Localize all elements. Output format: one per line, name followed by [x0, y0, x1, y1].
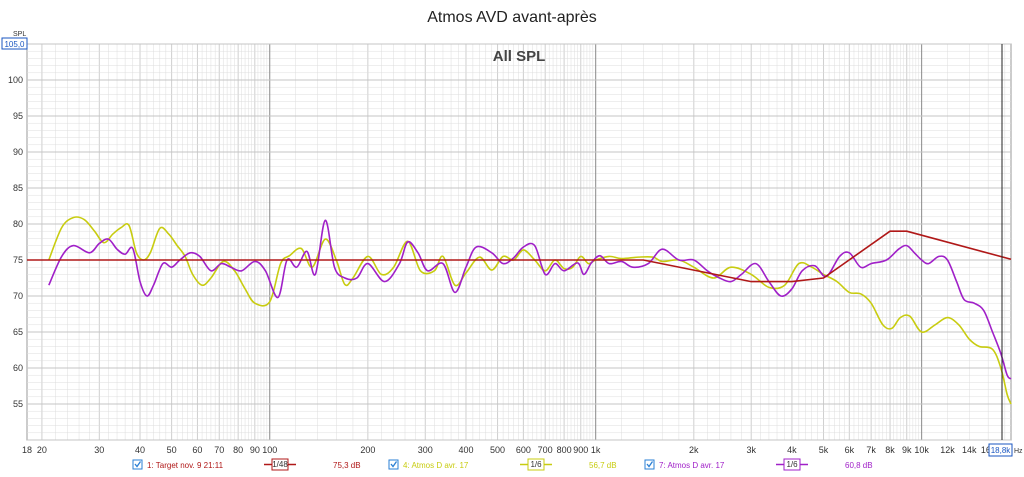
x-tick-label: 800 — [557, 445, 572, 455]
series-line-1[interactable] — [27, 230, 1012, 283]
chart-title: Atmos AVD avant-après — [427, 9, 597, 26]
x-tick-label: 5k — [819, 445, 829, 455]
x-tick-label: 8k — [885, 445, 895, 455]
legend: 1: Target nov. 9 21:11 1/48 75,3 dB 4: Atmo… — [132, 458, 873, 471]
y-tick-label: 100 — [8, 75, 23, 85]
legend-item[interactable]: 4: Atmos D avr. 17 1/6 56,7 dB — [388, 458, 617, 471]
legend-value: 75,3 dB — [333, 461, 361, 470]
smoothing-box[interactable] — [783, 458, 801, 471]
y-axis-label: SPL — [13, 31, 26, 38]
grid-minor — [27, 44, 1011, 440]
x-tick-label: 3k — [746, 445, 756, 455]
legend-checkbox[interactable] — [132, 459, 143, 470]
legend-label: 1: Target nov. 9 21:11 — [147, 461, 224, 470]
x-tick-label: 18 — [22, 445, 32, 455]
plot-label: All SPL — [493, 48, 546, 65]
smoothing-box[interactable] — [271, 458, 289, 471]
x-tick-label: 400 — [458, 445, 473, 455]
x-tick-label: 7k — [866, 445, 876, 455]
x-tick-label: 900 — [573, 445, 588, 455]
x-tick-label: 14k — [962, 445, 977, 455]
legend-label: 4: Atmos D avr. 17 — [403, 461, 469, 470]
plot-area[interactable] — [26, 43, 1012, 441]
x-tick-label: 200 — [360, 445, 375, 455]
x-axis-unit: Hz — [1014, 448, 1023, 455]
smoothing-label: 1/6 — [530, 460, 542, 469]
x-tick-label: 6k — [845, 445, 855, 455]
x-tick-label: 12k — [940, 445, 955, 455]
y-axis-ticks: 100 95 90 85 80 75 70 65 60 55 — [8, 75, 23, 409]
x-tick-label: 60 — [192, 445, 202, 455]
x-tick-label: 700 — [538, 445, 553, 455]
x-tick-label: 500 — [490, 445, 505, 455]
x-tick-label: 2k — [689, 445, 699, 455]
smoothing-box[interactable] — [527, 458, 545, 471]
legend-checkbox[interactable] — [644, 459, 655, 470]
legend-checkbox[interactable] — [388, 459, 399, 470]
x-tick-label: 90 — [250, 445, 260, 455]
x-tick-label: 300 — [418, 445, 433, 455]
x-readout: 18,8k — [991, 446, 1012, 455]
x-tick-label: 80 — [233, 445, 243, 455]
y-readout: 105,0 — [4, 40, 25, 49]
x-tick-label: 9k — [902, 445, 912, 455]
y-tick-label: 80 — [13, 219, 23, 229]
check-icon — [134, 461, 142, 468]
check-icon — [390, 461, 398, 468]
x-tick-label: 30 — [94, 445, 104, 455]
x-axis-ticks: 18 20 30 40 50 60 70 80 90 100 200 300 400 500 600 700 8… — [22, 445, 996, 455]
legend-value: 60,8 dB — [845, 461, 873, 470]
y-tick-label: 55 — [13, 399, 23, 409]
y-readout-box — [1, 37, 28, 50]
x-tick-label: 10k — [914, 445, 929, 455]
series-line-3[interactable] — [48, 219, 1012, 380]
y-tick-label: 85 — [13, 183, 23, 193]
x-readout-box — [988, 443, 1013, 457]
x-tick-label: 70 — [214, 445, 224, 455]
grid-major — [27, 43, 1011, 441]
x-tick-label: 16k — [981, 445, 996, 455]
y-tick-label: 75 — [13, 255, 23, 265]
x-tick-label: 1k — [591, 445, 601, 455]
smoothing-label: 1/48 — [272, 460, 288, 469]
y-tick-label: 70 — [13, 291, 23, 301]
legend-item[interactable]: 7: Atmos D avr. 17 1/6 60,8 dB — [644, 458, 873, 471]
x-tick-label: 600 — [516, 445, 531, 455]
x-tick-label: 20 — [37, 445, 47, 455]
x-tick-label: 4k — [787, 445, 797, 455]
y-tick-label: 90 — [13, 147, 23, 157]
series-line-2[interactable] — [48, 216, 1012, 405]
legend-label: 7: Atmos D avr. 17 — [659, 461, 725, 470]
smoothing-label: 1/6 — [786, 460, 798, 469]
series-layer — [27, 216, 1012, 405]
x-tick-label: 50 — [167, 445, 177, 455]
legend-item[interactable]: 1: Target nov. 9 21:11 1/48 75,3 dB — [132, 458, 361, 471]
x-tick-label: 40 — [135, 445, 145, 455]
y-tick-label: 60 — [13, 363, 23, 373]
legend-value: 56,7 dB — [589, 461, 617, 470]
y-tick-label: 65 — [13, 327, 23, 337]
y-tick-label: 95 — [13, 111, 23, 121]
x-tick-label: 100 — [262, 445, 277, 455]
check-icon — [646, 461, 654, 468]
